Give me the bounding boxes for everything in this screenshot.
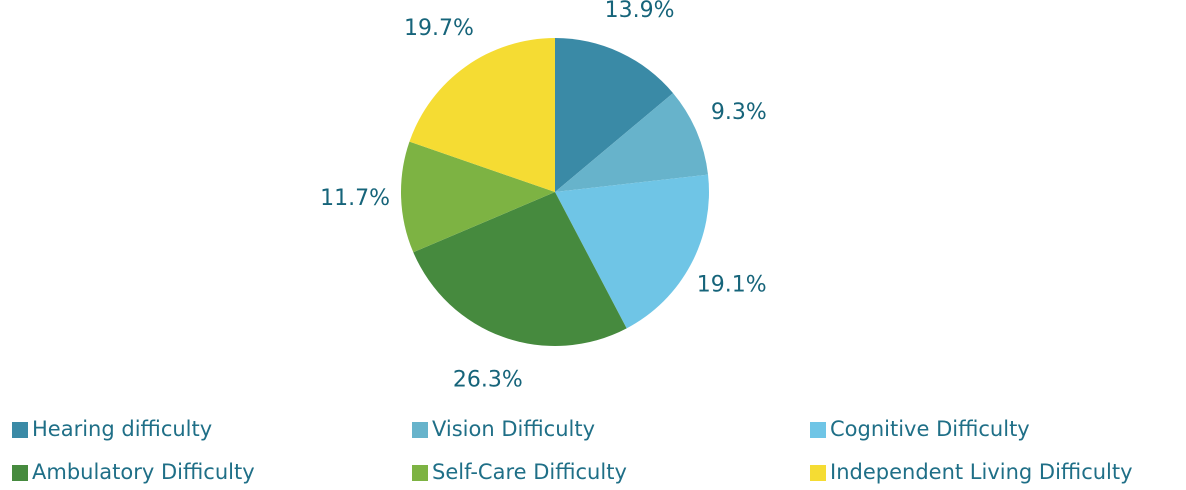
legend-swatch [412, 422, 428, 438]
value-label: 13.9% [605, 0, 675, 23]
value-label: 9.3% [711, 100, 767, 125]
legend-label: Cognitive Difficulty [830, 417, 1030, 441]
legend-swatch [12, 422, 28, 438]
pie-slice [555, 93, 709, 192]
pie-slice [555, 38, 674, 192]
legend-label: Self-Care Difficulty [432, 460, 627, 484]
legend-label: Ambulatory Difficulty [32, 460, 255, 484]
pie-slice [400, 141, 555, 253]
legend-label: Hearing difficulty [32, 417, 212, 441]
legend-swatch [12, 465, 28, 481]
value-label: 19.1% [697, 273, 767, 298]
legend-swatch [810, 422, 826, 438]
legend-swatch [412, 465, 428, 481]
legend-label: Independent Living Difficulty [830, 460, 1133, 484]
pie-slice [409, 38, 555, 192]
legend-label: Vision Difficulty [432, 417, 595, 441]
pie-slice [413, 192, 627, 346]
value-label: 26.3% [453, 367, 523, 392]
pie-slice [555, 174, 709, 329]
legend-swatch [810, 465, 826, 481]
value-label: 19.7% [404, 16, 474, 41]
value-label: 11.7% [320, 186, 390, 211]
